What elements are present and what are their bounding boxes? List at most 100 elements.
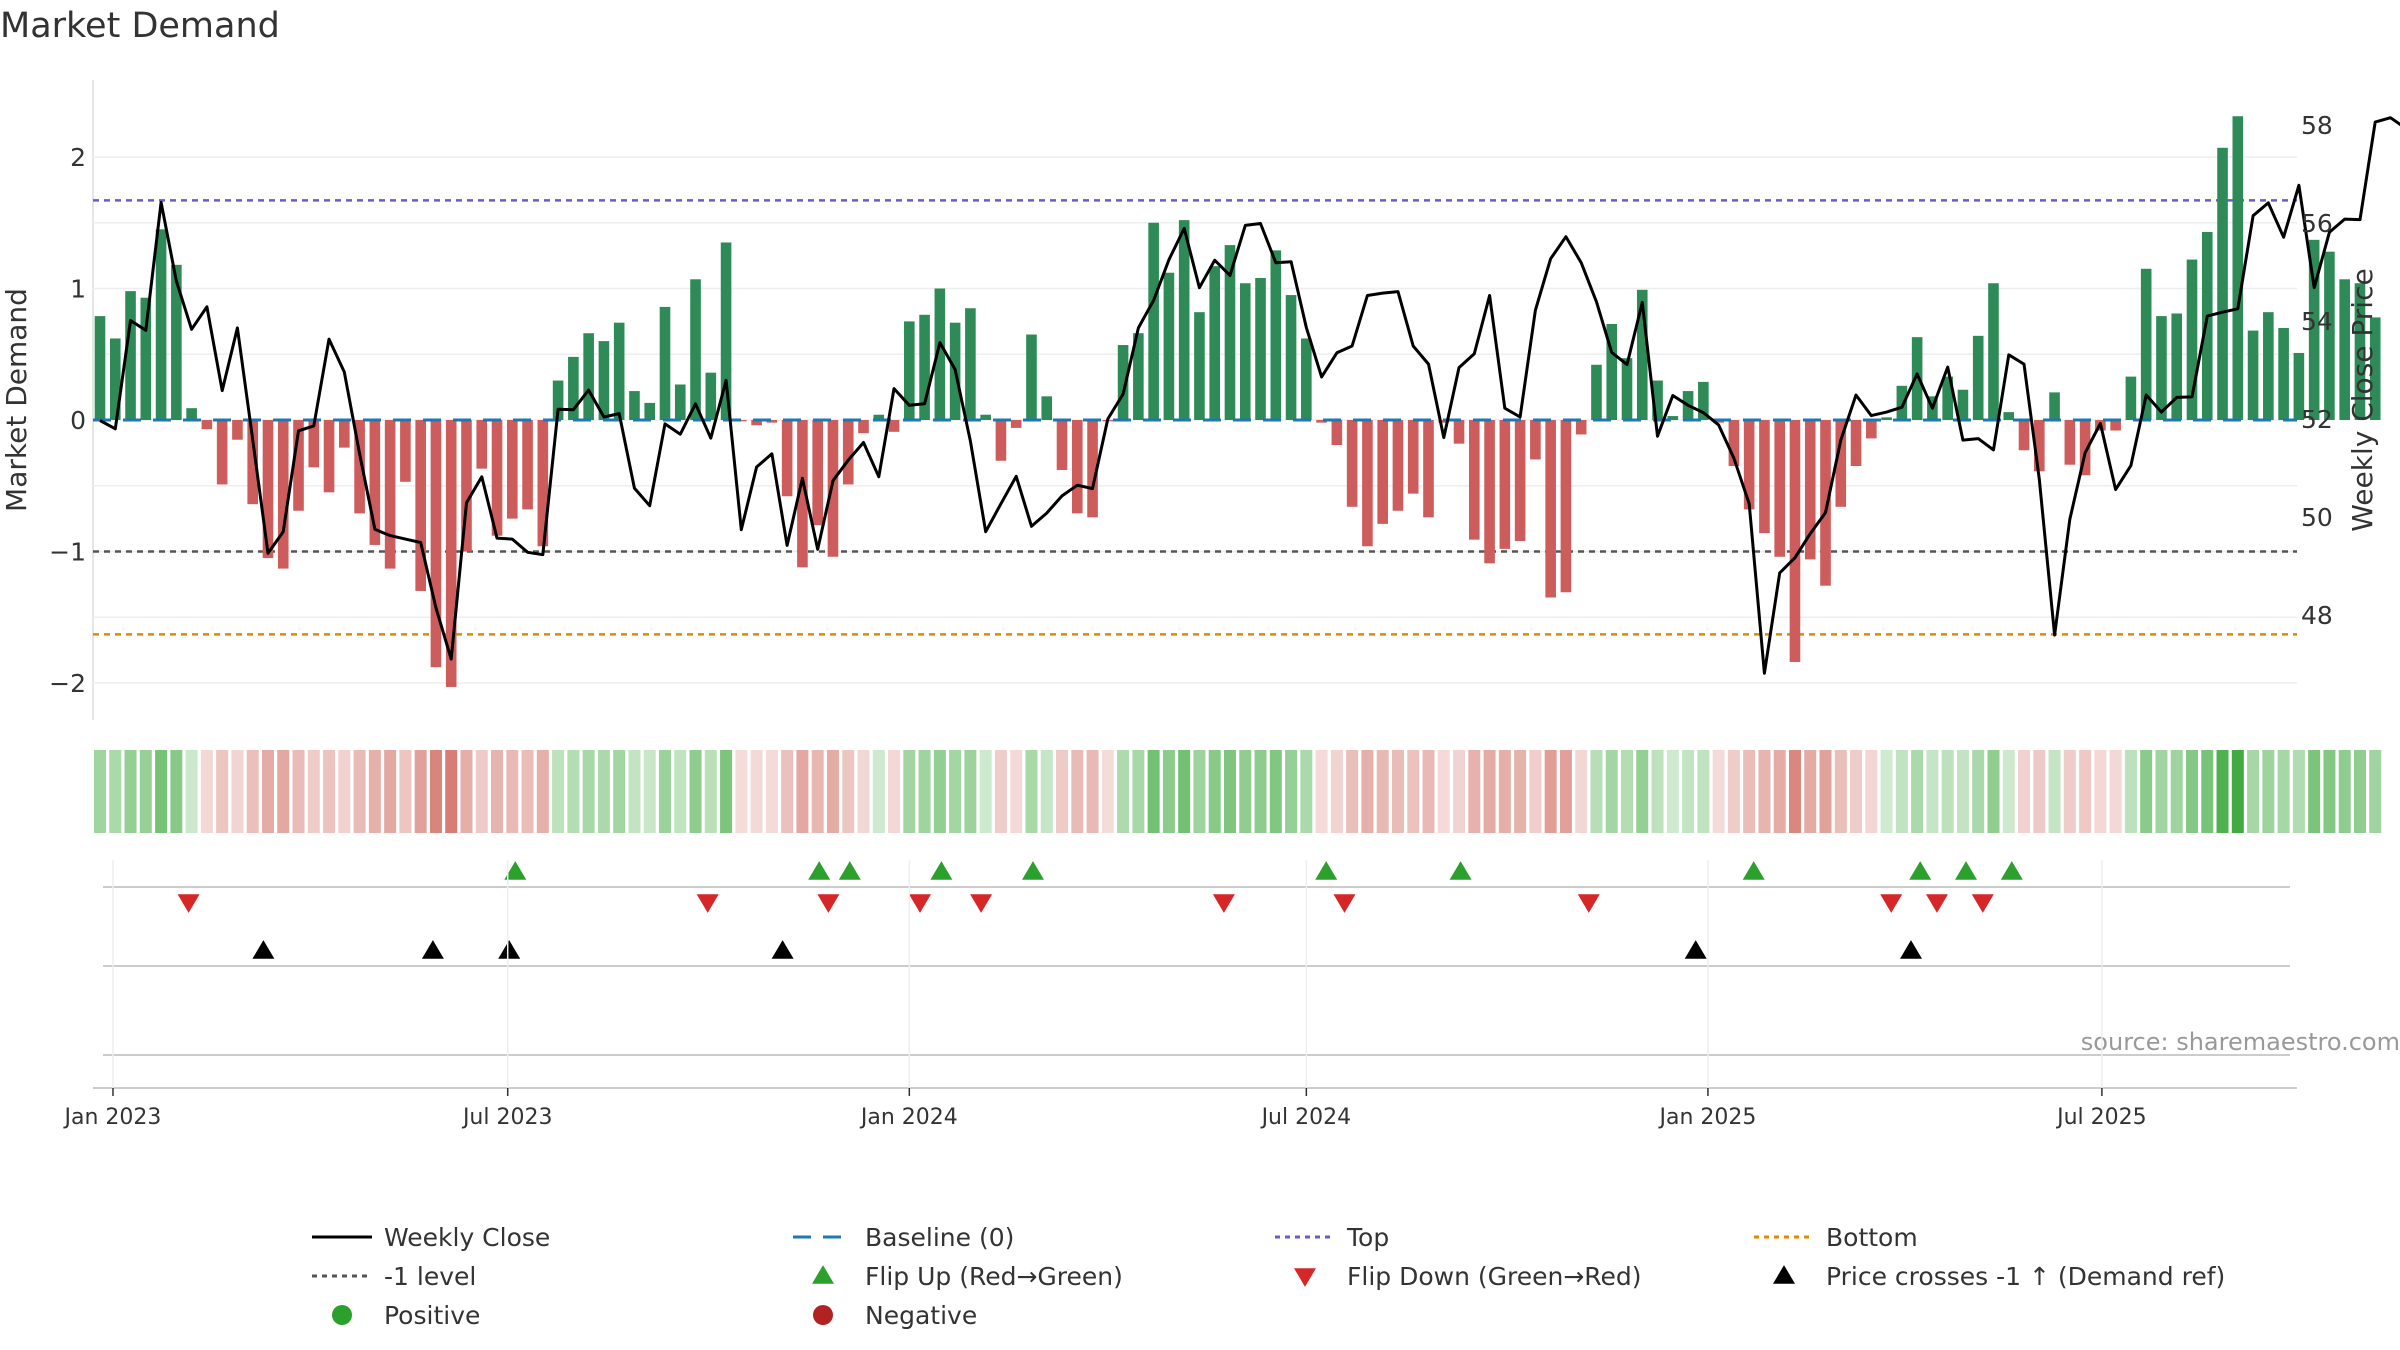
heat-cell [2338,750,2351,833]
heat-cell [1987,750,2000,833]
heat-cell [2247,750,2260,833]
flip-up-marker [930,861,953,880]
heat-cell [597,750,610,833]
heat-cell [2201,750,2214,833]
demand-bar-negative [842,420,854,485]
y-tick-label: −1 [49,538,86,567]
heat-cell [185,750,198,833]
demand-bar-positive [2003,412,2015,420]
demand-bar-negative [1820,420,1831,586]
y-tick-label: −2 [49,669,86,698]
demand-bar-negative [293,420,304,511]
heat-cell [368,750,381,833]
demand-bar-positive [1972,335,1984,420]
y-tick-label: 1 [70,275,86,304]
demand-bar-negative [1346,420,1358,507]
heat-cell [2216,750,2229,833]
demand-bar-positive [1881,417,1892,420]
heat-cell [277,750,290,833]
flip-down-marker [1333,894,1356,913]
demand-bar-positive [1194,312,1205,420]
heat-cell [1972,750,1985,833]
heat-cell [1071,750,1084,833]
flip-up-marker [1022,861,1044,880]
demand-bar-negative [827,420,839,557]
heat-cell [949,750,962,833]
demand-bar-negative [461,420,472,552]
heat-cell [628,750,641,833]
heat-cell [765,750,778,833]
x-tick-label: Jan 2023 [63,1105,162,1130]
heat-cell [1788,750,1801,833]
heat-cell [1239,750,1252,833]
heat-cell [2369,750,2382,833]
heat-cell [704,750,717,833]
demand-bar-negative [430,420,442,668]
heat-cell [2262,750,2275,833]
y-axis-label: Market Demand [0,288,33,512]
heat-cell [826,750,839,833]
legend-swatch-circle [332,1305,352,1325]
y-tick-label: 0 [70,406,86,435]
heat-cell [1804,750,1817,833]
demand-bar-positive [690,279,701,420]
price-cross-markers [252,940,1922,959]
legend-label: Positive [384,1301,480,1330]
heat-cell [414,750,427,833]
heat-cell [1025,750,1038,833]
demand-bar-positive [720,242,732,420]
demand-bar-positive [2140,268,2152,420]
demand-bar-positive [2278,327,2289,420]
demand-bar-positive [919,314,930,420]
heat-cell [1056,750,1069,833]
demand-bar-positive [2263,312,2274,420]
y2-tick-label: 56 [2301,209,2333,238]
demand-bar-positive [109,338,121,420]
price-cross-marker [421,940,444,959]
legend-entry: Flip Up (Red→Green) [812,1262,1123,1291]
event-gridlines [103,886,2290,967]
heat-cell [1895,750,1908,833]
demand-bar-positive [1301,338,1312,420]
demand-bar-negative [797,420,808,568]
heat-cell [1712,750,1725,833]
heat-cell [1300,750,1313,833]
demand-bar-positive [1133,333,1144,420]
demand-bar-positive [1606,324,1618,420]
heat-cell [475,750,488,833]
heat-cell [1819,750,1832,833]
demand-bar-positive [2293,352,2305,420]
demand-bar-negative [1392,420,1404,511]
heat-cell [933,750,946,833]
heat-cell [1391,750,1404,833]
heat-cell [735,750,748,833]
demand-bar-negative [1453,420,1465,444]
flip-down-marker [696,894,719,913]
demand-bar-negative [2033,420,2045,472]
demand-bar-positive [2354,283,2366,420]
demand-bar-positive [1270,250,1282,420]
flip-up-marker [1955,861,1977,880]
demand-bar-negative [736,420,747,422]
heat-cell [1422,750,1435,833]
demand-bar-positive [904,321,915,421]
heat-cell [1865,750,1878,833]
heat-cell [1850,750,1863,833]
heat-cell [1498,750,1511,833]
demand-bar-negative [1331,420,1343,445]
heat-cell [1956,750,1969,833]
demand-bars [94,116,2381,687]
heat-cell [582,750,595,833]
heat-cell [1483,750,1496,833]
demand-bar-positive [1041,396,1053,420]
demand-bar-negative [216,420,228,485]
demand-bar-negative [323,420,335,493]
heat-cell [689,750,702,833]
y2-tick-label: 58 [2301,111,2333,140]
demand-bar-negative [415,420,426,591]
demand-bar-negative [384,420,396,569]
demand-bar-negative [232,420,243,440]
heat-cell [170,750,183,833]
demand-bar-positive [2232,116,2244,421]
demand-bar-positive [2201,231,2213,420]
